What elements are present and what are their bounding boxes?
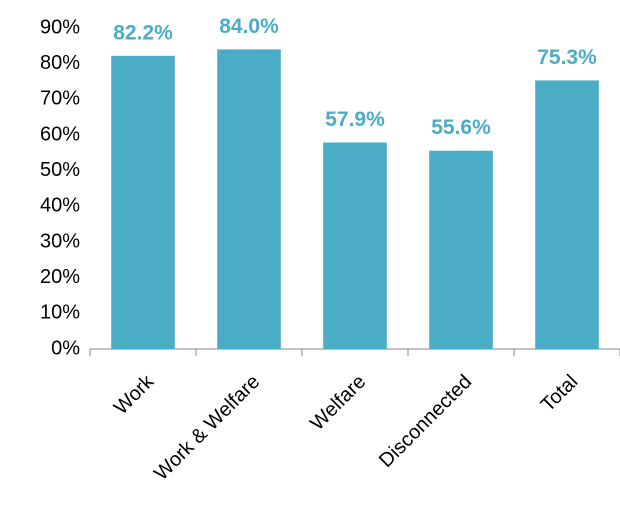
bar [111, 55, 175, 349]
y-tick-label: 60% [40, 123, 80, 145]
x-tick-label: Work [110, 370, 159, 419]
y-tick-label: 50% [40, 159, 80, 181]
bar [217, 49, 281, 350]
bar [323, 142, 387, 349]
y-tick-label: 70% [40, 88, 80, 110]
y-tick-label: 30% [40, 230, 80, 252]
y-tick-label: 20% [40, 266, 80, 288]
x-tick-label: Disconnected [375, 371, 476, 472]
bar [535, 80, 599, 350]
value-label: 84.0% [219, 15, 279, 38]
value-label: 75.3% [537, 46, 597, 69]
y-tick-label: 90% [40, 16, 80, 38]
value-label: 82.2% [113, 21, 173, 44]
y-tick-label: 0% [51, 337, 80, 359]
value-label: 55.6% [431, 116, 491, 139]
y-tick-label: 10% [40, 302, 80, 324]
x-tick-label: Total [537, 371, 582, 416]
x-tick-label: Welfare [306, 371, 370, 435]
bar [429, 150, 493, 349]
value-label: 57.9% [325, 108, 385, 131]
y-tick-label: 80% [40, 52, 80, 74]
y-tick-label: 40% [40, 195, 80, 217]
x-tick-label: Work & Welfare [150, 371, 264, 485]
